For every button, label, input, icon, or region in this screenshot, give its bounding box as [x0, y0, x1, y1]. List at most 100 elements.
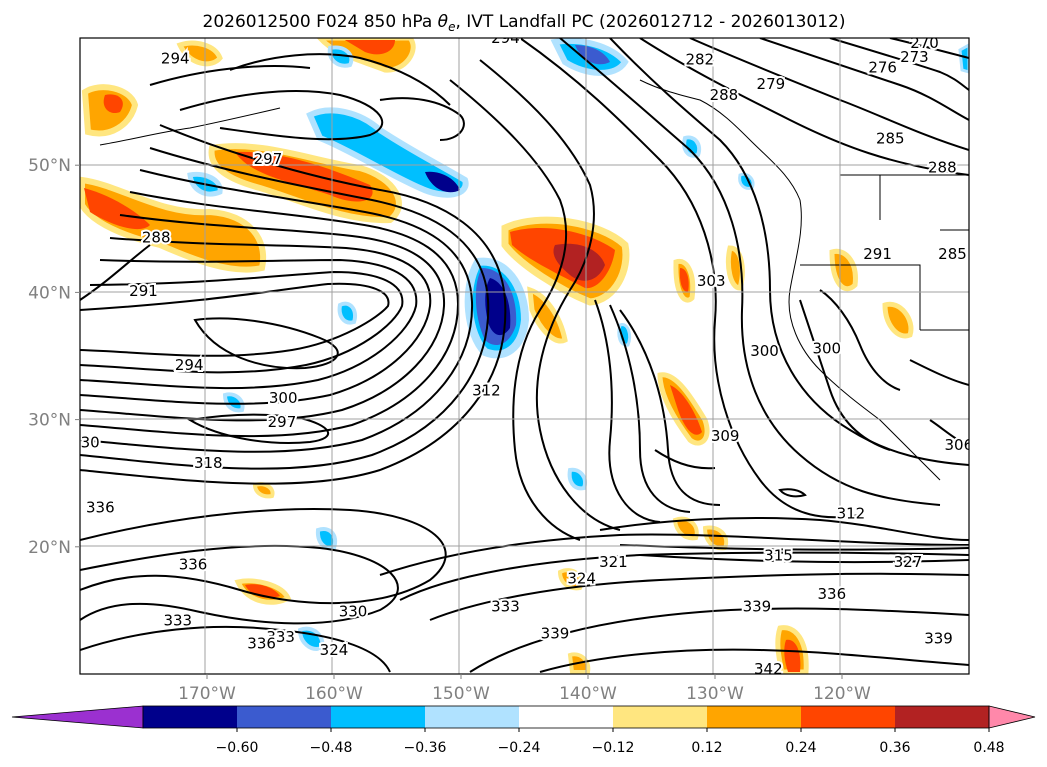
contour-layer	[80, 38, 969, 673]
colorbar-tick-label: 0.12	[691, 740, 722, 756]
shade-orange	[80, 176, 267, 273]
colorbar-tick-label: 0.24	[785, 740, 816, 756]
colorbar-tick-label: −0.24	[498, 740, 541, 756]
lat-tick-label: 50°N	[28, 156, 71, 176]
contour-label: 339	[541, 624, 570, 642]
contour-label: 288	[928, 159, 957, 177]
contour-label: 285	[876, 129, 905, 147]
colorbar: −0.60 −0.48 −0.36 −0.24 −0.12 0.12 0.24 0.36 0.4…	[11, 705, 1036, 756]
shade-orange	[672, 516, 699, 541]
shade-darkred	[553, 243, 605, 281]
lon-tick-label: 120°W	[813, 684, 871, 704]
contour-label: 288	[142, 229, 171, 247]
shade-blue	[682, 135, 702, 158]
contour-label: 336	[86, 498, 115, 516]
colorbar-tick-label: −0.48	[310, 740, 353, 756]
contour-label: 333	[163, 612, 192, 630]
shade-orange	[527, 286, 568, 344]
contour-label: 336	[247, 634, 276, 652]
shading-layer	[80, 38, 969, 674]
shade-blue	[315, 527, 337, 551]
colorbar-extend-high	[988, 705, 1036, 729]
shade-navy	[425, 171, 460, 193]
contour-label: 288	[710, 86, 739, 104]
contour-label: 276	[868, 58, 897, 76]
contour-label: 297	[254, 150, 283, 168]
contour-label: 312	[472, 381, 501, 399]
colorbar-segment	[613, 706, 708, 728]
contour-label: 318	[194, 454, 223, 472]
colorbar-tick-label: 0.36	[879, 740, 910, 756]
shade-blue	[337, 301, 357, 325]
colorbar-extend-low	[11, 705, 144, 729]
contour-label: 321	[599, 553, 628, 571]
colorbar-tick-label: −0.60	[216, 740, 259, 756]
chart-title: 2026012500 F024 850 hPa θe, IVT Landfall…	[203, 12, 846, 34]
colorbar-segment	[143, 706, 238, 728]
shade-orange	[725, 245, 745, 291]
contour-label: 315	[764, 547, 793, 565]
lat-tick-label: 40°N	[28, 283, 71, 303]
shade-orange	[176, 40, 223, 67]
shade-blue	[617, 323, 632, 347]
shade-blue	[958, 43, 969, 74]
map-frame	[79, 37, 970, 675]
colorbar-tick-label: −0.36	[404, 740, 447, 756]
contour-label: 300	[812, 339, 841, 357]
shade-red	[84, 188, 150, 230]
shade-orange	[557, 568, 584, 591]
shade-red	[670, 385, 702, 435]
contour-label: 294	[175, 356, 204, 374]
contour-label: 309	[711, 427, 740, 445]
contour-label: 342	[754, 660, 783, 678]
lat-tick-labels: 20°N 30°N 40°N 50°N	[28, 156, 80, 558]
gridlines	[80, 38, 969, 674]
contour-label: 333	[491, 598, 520, 616]
contour-label: 306	[945, 436, 974, 454]
colorbar-segment	[707, 706, 802, 728]
contour-label: 324	[320, 641, 349, 659]
colorbar-segment	[519, 706, 614, 728]
shade-red	[345, 40, 395, 55]
colorbar-tick-label: 0.48	[973, 740, 1004, 756]
lon-tick-label: 130°W	[686, 684, 744, 704]
contour-label: 282	[685, 51, 714, 69]
contour-label: 339	[743, 598, 772, 616]
contour-label: 339	[924, 629, 953, 647]
contour-label: 336	[818, 585, 847, 603]
contour-label: 279	[757, 75, 786, 93]
lon-tick-label: 140°W	[559, 684, 617, 704]
contour-label: 291	[863, 245, 892, 263]
contour-label: 297	[268, 413, 297, 431]
colorbar-segment	[895, 706, 990, 728]
colorbar-outline	[142, 705, 990, 729]
contour-label: 312	[837, 505, 866, 523]
lon-tick-labels: 170°W 160°W 150°W 140°W 130°W 120°W	[178, 674, 871, 704]
shade-orange	[882, 301, 914, 339]
lon-tick-label: 150°W	[432, 684, 490, 704]
shade-red	[103, 94, 123, 114]
contour-label: 324	[567, 570, 596, 588]
contour-label: 273	[900, 48, 929, 66]
lon-tick-label: 170°W	[178, 684, 236, 704]
contour-label: 303	[697, 272, 726, 290]
colorbar-segment	[237, 706, 332, 728]
contour-label: 330	[339, 603, 368, 621]
contour-label: 294	[161, 49, 190, 67]
shade-orange	[252, 482, 275, 499]
colorbar-segment	[331, 706, 426, 728]
lon-tick-label: 160°W	[305, 684, 363, 704]
colorbar-segment	[425, 706, 520, 728]
shade-red	[679, 268, 689, 292]
shade-orange	[829, 248, 858, 292]
contour-label: 333	[266, 628, 295, 646]
shade-blue	[567, 467, 587, 491]
shade-red	[245, 584, 280, 598]
contour-label: 336	[179, 556, 208, 574]
shade-red	[784, 639, 801, 672]
shade-royal	[575, 45, 610, 65]
contour-label: 270	[910, 34, 939, 52]
